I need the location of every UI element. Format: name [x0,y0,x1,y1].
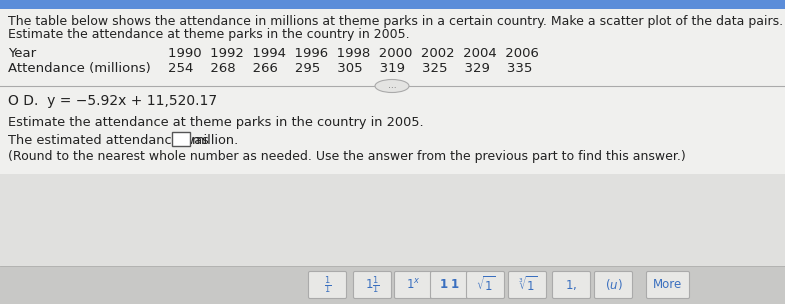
Text: 254    268    266    295    305    319    325    329    335: 254 268 266 295 305 319 325 329 335 [168,62,532,75]
FancyBboxPatch shape [395,271,433,299]
Text: $(u)$: $(u)$ [604,278,623,292]
Text: ...: ... [388,81,396,91]
FancyBboxPatch shape [309,271,346,299]
Text: million.: million. [192,134,239,147]
FancyBboxPatch shape [594,271,633,299]
Text: 1990  1992  1994  1996  1998  2000  2002  2004  2006: 1990 1992 1994 1996 1998 2000 2002 2004 … [168,47,539,60]
Bar [172,132,190,146]
Text: $\sqrt[3]{1}$: $\sqrt[3]{1}$ [518,276,537,294]
Text: $1,$: $1,$ [565,278,578,292]
Text: (Round to the nearest whole number as needed. Use the answer from the previous p: (Round to the nearest whole number as ne… [8,150,686,163]
Ellipse shape [375,80,409,92]
Text: $\sqrt{1}$: $\sqrt{1}$ [476,276,495,294]
Bar [0,0,785,9]
Text: $1\frac{1}{1}$: $1\frac{1}{1}$ [365,274,380,296]
FancyBboxPatch shape [466,271,505,299]
Text: $\mathbf{1}\ \mathbf{1}$: $\mathbf{1}\ \mathbf{1}$ [439,278,460,292]
Bar [0,266,785,304]
Text: More: More [653,278,683,292]
Text: Estimate the attendance at theme parks in the country in 2005.: Estimate the attendance at theme parks i… [8,28,410,41]
Text: $\frac{1}{1}$: $\frac{1}{1}$ [324,274,331,296]
FancyBboxPatch shape [430,271,469,299]
Bar [0,0,785,174]
FancyBboxPatch shape [353,271,392,299]
Text: O D.  y = −5.92x + 11,520.17: O D. y = −5.92x + 11,520.17 [8,94,217,108]
Text: $1^x$: $1^x$ [406,278,421,292]
Bar [0,174,785,304]
FancyBboxPatch shape [509,271,546,299]
FancyBboxPatch shape [553,271,590,299]
Text: Estimate the attendance at theme parks in the country in 2005.: Estimate the attendance at theme parks i… [8,116,424,129]
Text: The estimated attendance was: The estimated attendance was [8,134,213,147]
Text: The table below shows the attendance in millions at theme parks in a certain cou: The table below shows the attendance in … [8,15,785,28]
Text: Attendance (millions): Attendance (millions) [8,62,151,75]
Text: Year: Year [8,47,36,60]
FancyBboxPatch shape [647,271,689,299]
